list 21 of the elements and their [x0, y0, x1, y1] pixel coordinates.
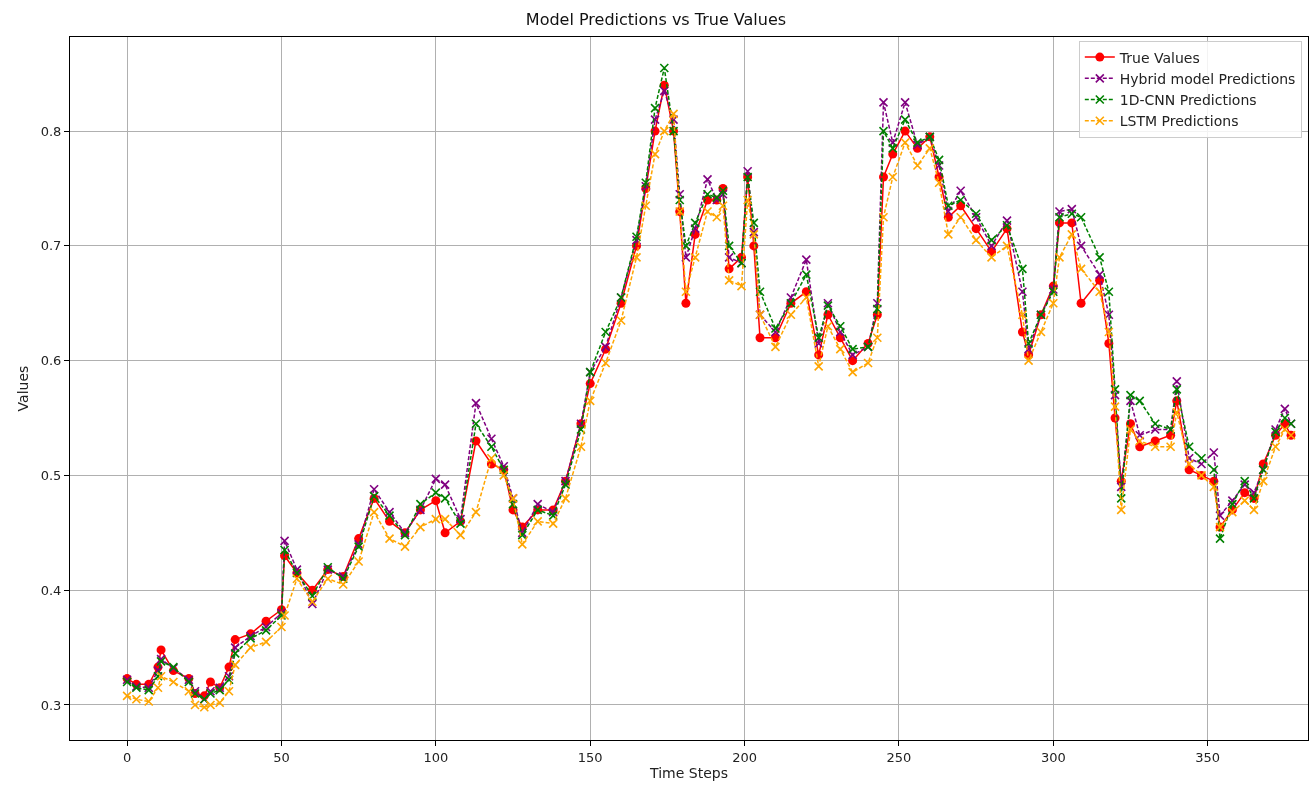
x-tick-label: 0 [122, 749, 132, 765]
y-tick-label: 0.7 [40, 238, 62, 254]
legend-label: True Values [1118, 49, 1200, 66]
legend-label: 1D-CNN Predictions [1119, 91, 1257, 108]
x-tick-label: 200 [732, 749, 757, 765]
y-tick-label: 0.3 [40, 697, 62, 713]
y-tick-label: 0.6 [40, 353, 62, 369]
x-tick-label: 250 [886, 749, 912, 765]
x-tick-label: 50 [273, 749, 290, 765]
chart-title: Model Predictions vs True Values [525, 10, 787, 30]
y-tick-label: 0.8 [40, 123, 62, 139]
legend-label: LSTM Predictions [1119, 113, 1239, 130]
y-tick-label: 0.4 [40, 582, 62, 598]
y-tick-label: 0.5 [40, 467, 62, 483]
x-tick-label: 150 [577, 749, 603, 765]
y-axis-title: Values [15, 365, 32, 412]
legend-label: Hybrid model Predictions [1119, 70, 1296, 87]
x-axis-title: Time Steps [649, 764, 728, 781]
x-tick-label: 350 [1195, 749, 1221, 765]
x-tick-label: 300 [1040, 749, 1066, 765]
x-tick-label: 100 [423, 749, 449, 765]
